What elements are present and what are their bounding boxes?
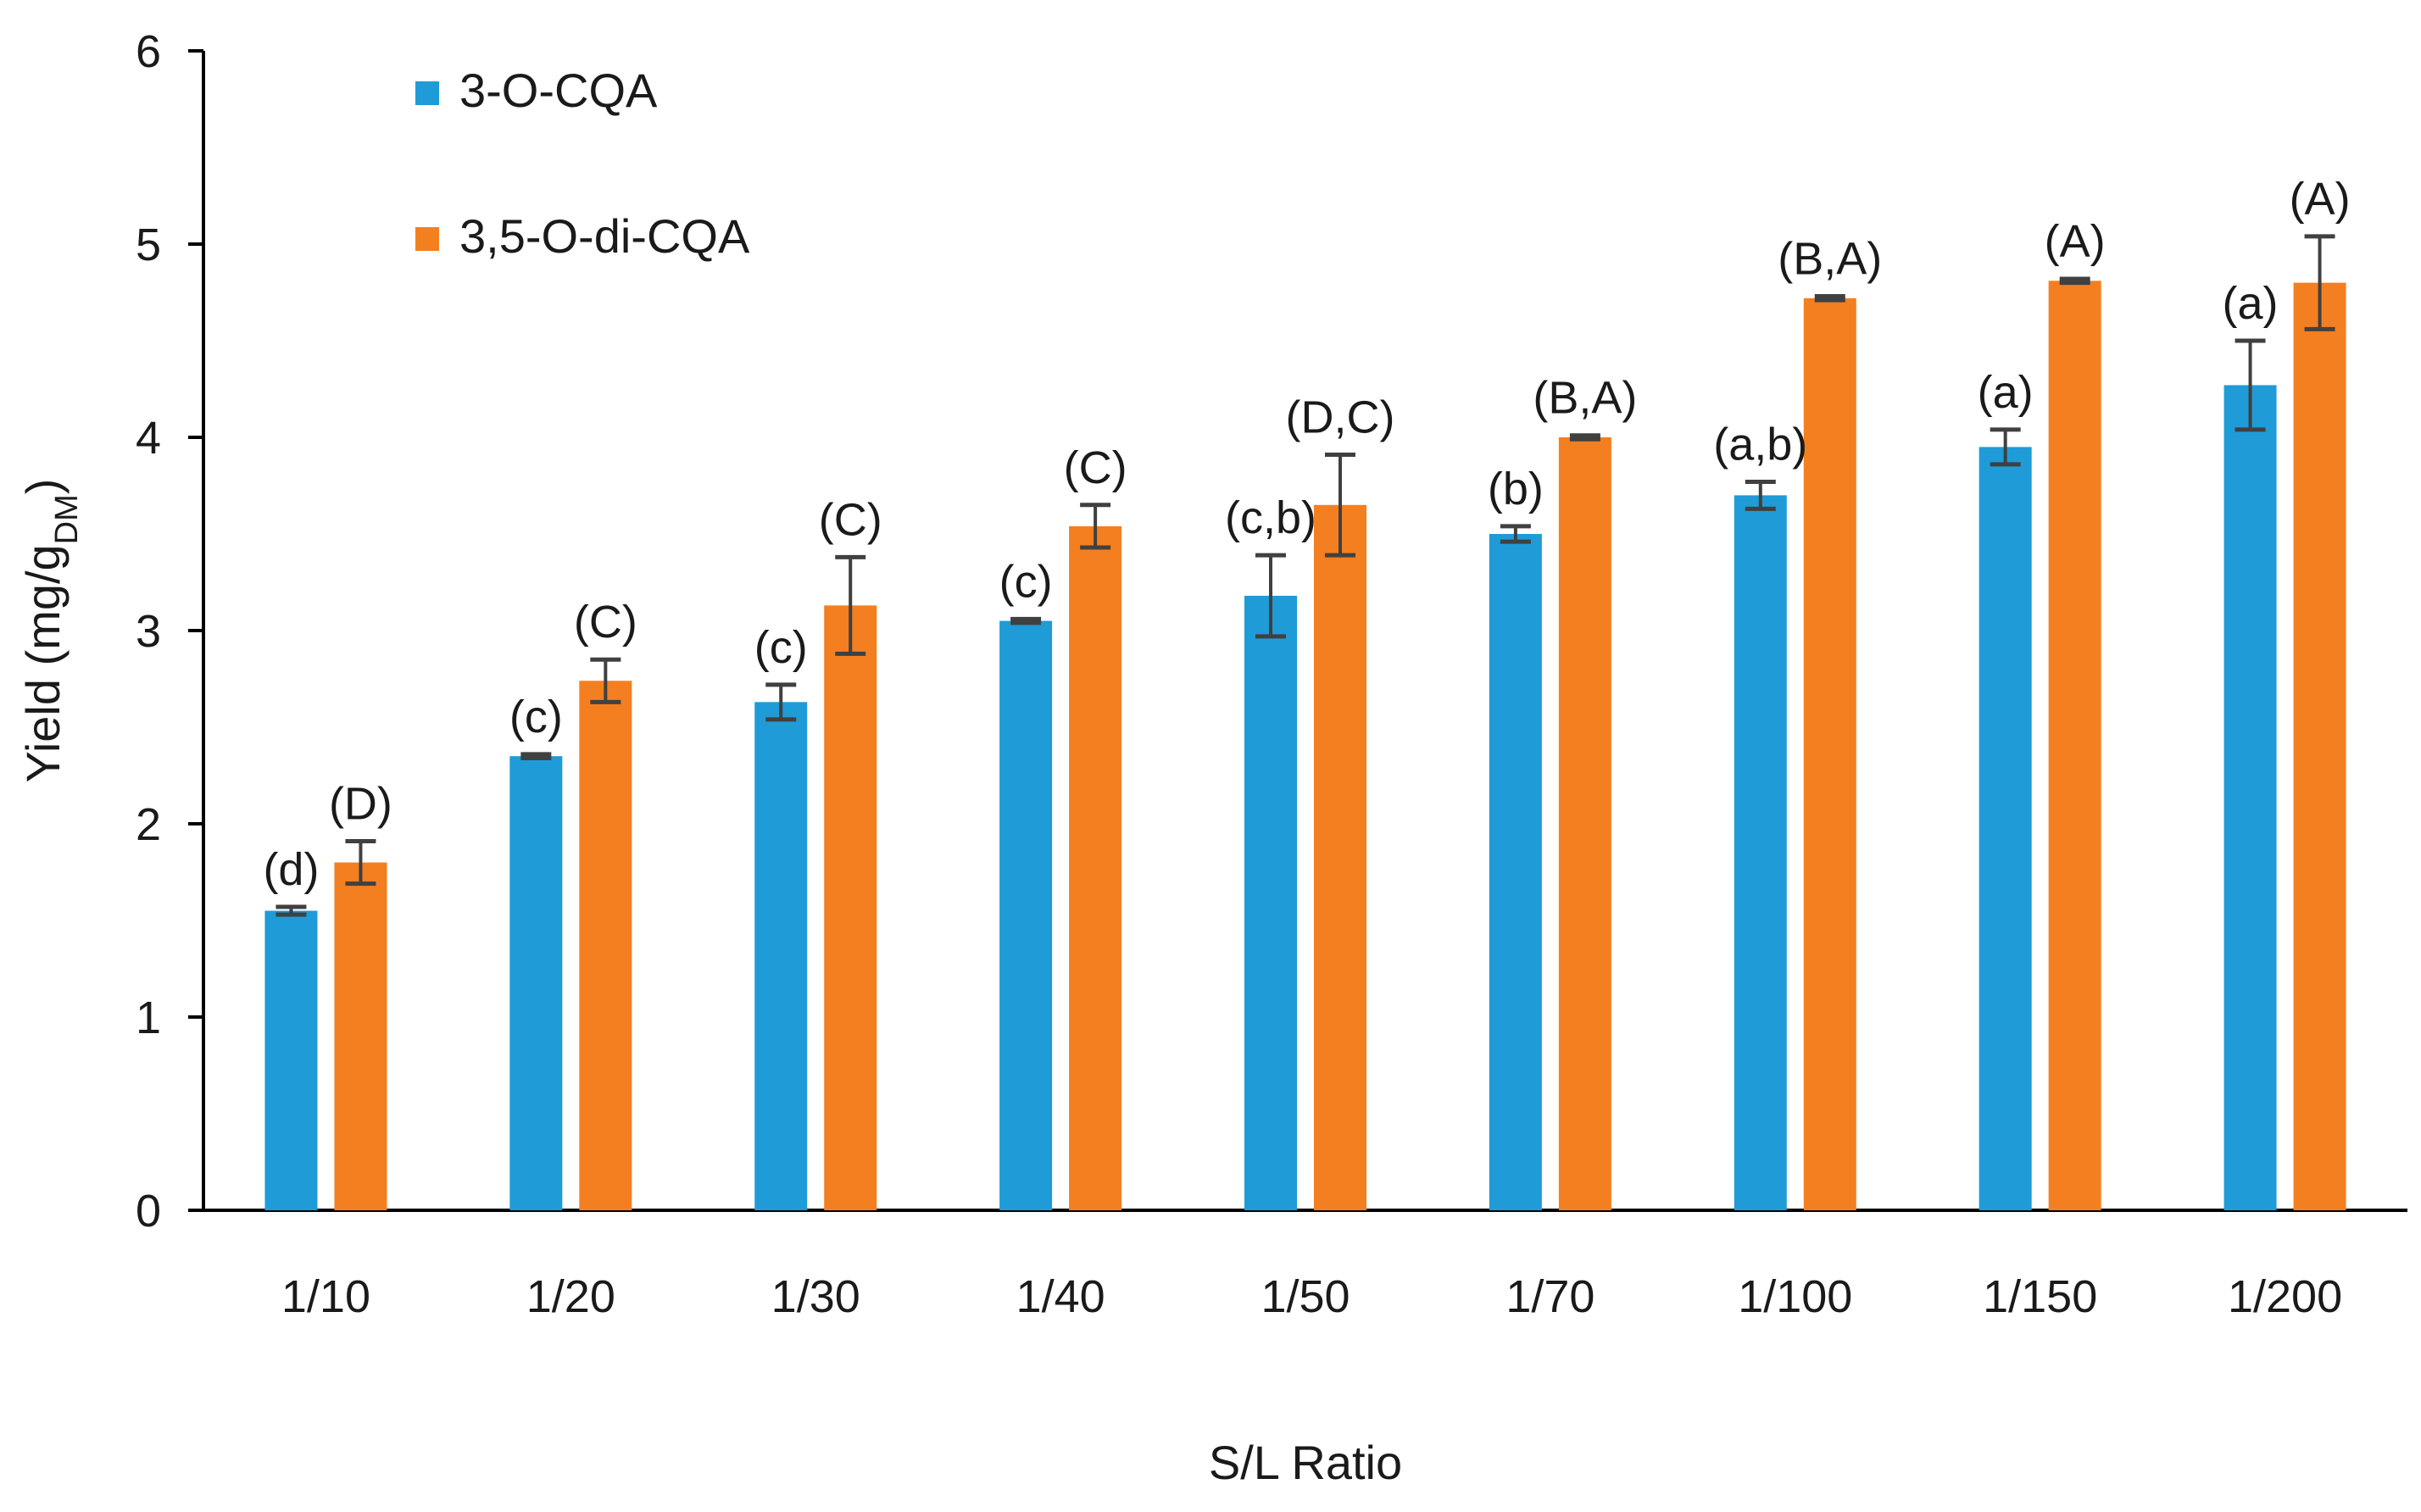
bar-3-5-o-di-cqa-1-100 xyxy=(1803,297,1856,1211)
bar-3-5-o-di-cqa-1-20 xyxy=(579,681,632,1210)
error-bar-3-o-cqa-1-20 xyxy=(520,752,552,760)
sig-label-3-o-cqa-1-20: (c) xyxy=(509,692,563,742)
y-tick-label: 3 xyxy=(136,606,161,657)
bar-3-o-cqa-1-10 xyxy=(264,910,318,1210)
y-axis: 0 1 2 3 4 5 6 xyxy=(136,26,205,1237)
sig-label-3-o-cqa-1-150: (a) xyxy=(1978,367,2034,418)
x-tick-label-1-200: 1/200 xyxy=(2228,1271,2342,1322)
y-tick-label: 6 xyxy=(136,26,161,77)
error-bar-3-5-o-di-cqa-1-150 xyxy=(2059,276,2090,286)
legend-swatch-3-5-o-di-cqa xyxy=(415,227,439,251)
y-tick-label: 1 xyxy=(136,992,161,1043)
sig-label-3-o-cqa-1-50: (c,b) xyxy=(1225,492,1316,543)
error-bar-3-5-o-di-cqa-1-200 xyxy=(2304,234,2335,331)
y-tick-label: 2 xyxy=(136,799,161,850)
bars xyxy=(264,281,2346,1211)
sig-label-3-5-o-di-cqa-1-100: (B,A) xyxy=(1778,234,1882,285)
sig-label-3-5-o-di-cqa-1-20: (C) xyxy=(574,597,637,648)
y-tick-label: 0 xyxy=(136,1186,161,1237)
legend-label-3-5-o-di-cqa: 3,5-O-di-CQA xyxy=(459,209,750,263)
y-tick-label: 5 xyxy=(136,220,161,270)
error-bar-3-o-cqa-1-30 xyxy=(765,682,797,722)
error-bars xyxy=(275,234,2335,917)
sig-label-3-5-o-di-cqa-1-40: (C) xyxy=(1064,442,1127,493)
bar-3-o-cqa-1-40 xyxy=(999,620,1053,1210)
bar-3-o-cqa-1-50 xyxy=(1244,595,1297,1210)
error-bar-3-5-o-di-cqa-1-30 xyxy=(835,554,866,656)
x-tick-label-1-30: 1/30 xyxy=(771,1271,860,1322)
sig-label-3-o-cqa-1-70: (b) xyxy=(1488,464,1544,514)
significance-labels: (d) (c) (c) (c) (c,b) (b) (a,b) (a) (a) (D) (C) (C)… xyxy=(263,174,2350,895)
error-bar-3-o-cqa-1-70 xyxy=(1500,524,1531,544)
x-tick-label-1-20: 1/20 xyxy=(526,1271,615,1322)
error-bar-3-5-o-di-cqa-1-40 xyxy=(1080,503,1111,550)
bar-3-o-cqa-1-30 xyxy=(754,702,808,1210)
bar-3-5-o-di-cqa-1-200 xyxy=(2293,282,2346,1211)
y-tick-label: 4 xyxy=(136,413,161,464)
error-bar-3-o-cqa-1-200 xyxy=(2235,338,2266,432)
sig-label-3-o-cqa-1-100: (a,b) xyxy=(1713,419,1807,470)
sig-label-3-o-cqa-1-40: (c) xyxy=(999,556,1053,607)
x-tick-label-1-40: 1/40 xyxy=(1016,1271,1105,1322)
bar-3-o-cqa-1-100 xyxy=(1734,495,1787,1210)
y-axis-title: Yield (mg/gDM) xyxy=(16,479,85,783)
error-bar-3-5-o-di-cqa-1-100 xyxy=(1814,294,1845,303)
y-axis-title-close: ) xyxy=(16,479,70,495)
error-bar-3-5-o-di-cqa-1-10 xyxy=(345,839,376,887)
x-tick-label-1-100: 1/100 xyxy=(1738,1271,1852,1322)
error-bar-3-o-cqa-1-10 xyxy=(275,904,307,917)
error-bar-3-5-o-di-cqa-1-20 xyxy=(590,657,621,704)
x-axis-title: S/L Ratio xyxy=(1209,1436,1402,1489)
sig-label-3-5-o-di-cqa-1-70: (B,A) xyxy=(1533,373,1637,424)
error-bar-3-5-o-di-cqa-1-70 xyxy=(1569,433,1600,442)
y-axis-title-subscript: DM xyxy=(49,494,85,544)
bar-3-o-cqa-1-70 xyxy=(1489,534,1542,1210)
sig-label-3-o-cqa-1-30: (c) xyxy=(754,622,808,673)
x-tick-label-1-150: 1/150 xyxy=(1983,1271,2097,1322)
error-bar-3-o-cqa-1-50 xyxy=(1255,553,1286,639)
sig-label-3-o-cqa-1-10: (d) xyxy=(263,844,319,895)
legend: 3-O-CQA 3,5-O-di-CQA xyxy=(415,64,750,263)
error-bar-3-5-o-di-cqa-1-50 xyxy=(1325,453,1355,558)
bar-3-5-o-di-cqa-1-10 xyxy=(334,862,387,1210)
error-bar-3-o-cqa-1-40 xyxy=(1010,616,1042,625)
bar-3-o-cqa-1-150 xyxy=(1979,447,2032,1210)
bar-3-o-cqa-1-20 xyxy=(509,756,563,1210)
bar-3-5-o-di-cqa-1-40 xyxy=(1069,525,1122,1210)
sig-label-3-5-o-di-cqa-1-150: (A) xyxy=(2045,216,2106,267)
bar-3-5-o-di-cqa-1-150 xyxy=(2048,281,2101,1210)
bar-3-o-cqa-1-200 xyxy=(2223,385,2277,1210)
bar-3-5-o-di-cqa-1-50 xyxy=(1314,504,1366,1210)
x-axis: 1/10 1/20 1/30 1/40 1/50 1/70 1/100 1/150 1/200 xyxy=(203,1209,2407,1322)
bar-3-5-o-di-cqa-1-30 xyxy=(824,605,877,1210)
legend-label-3-o-cqa: 3-O-CQA xyxy=(459,64,658,117)
sig-label-3-5-o-di-cqa-1-50: (D,C) xyxy=(1286,392,1395,443)
sig-label-3-5-o-di-cqa-1-10: (D) xyxy=(329,779,392,830)
x-tick-label-1-70: 1/70 xyxy=(1505,1271,1595,1322)
sig-label-3-o-cqa-1-200: (a) xyxy=(2223,278,2279,329)
sig-label-3-5-o-di-cqa-1-30: (C) xyxy=(819,494,882,545)
x-tick-label-1-50: 1/50 xyxy=(1261,1271,1350,1322)
x-tick-label-1-10: 1/10 xyxy=(281,1271,370,1322)
y-axis-title-main: Yield (mg/g xyxy=(16,544,70,782)
bar-3-5-o-di-cqa-1-70 xyxy=(1558,437,1611,1210)
sig-label-3-5-o-di-cqa-1-200: (A) xyxy=(2290,174,2351,225)
error-bar-3-o-cqa-1-150 xyxy=(1990,427,2021,467)
error-bar-3-o-cqa-1-100 xyxy=(1745,479,1776,511)
legend-swatch-3-o-cqa xyxy=(415,81,439,105)
